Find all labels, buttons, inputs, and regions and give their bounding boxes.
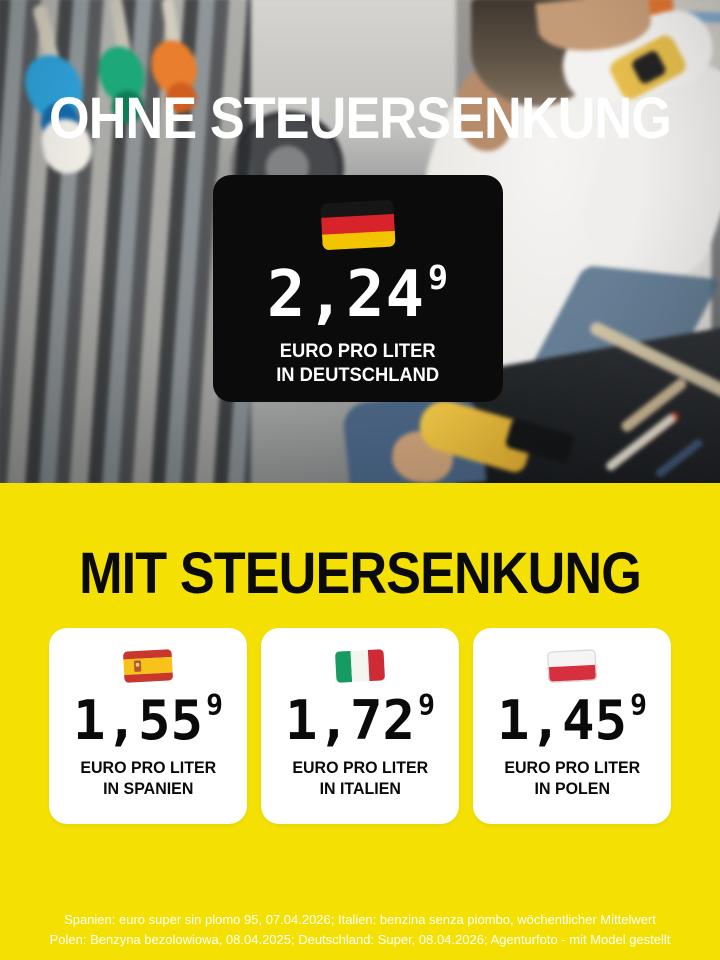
source-footnote: Spanien: euro super sin plomo 95, 07.04.… xyxy=(0,910,720,949)
gas-station-photo xyxy=(0,0,720,483)
label-line1: EURO PRO LITER xyxy=(292,758,428,777)
country-cards-row: 1,55 9 EURO PRO LITER IN SPANIEN xyxy=(48,628,672,824)
price-main: 1,55 xyxy=(73,689,204,752)
italy-price-value: 1,72 9 xyxy=(285,689,435,752)
spain-price-card: 1,55 9 EURO PRO LITER IN SPANIEN xyxy=(49,628,247,824)
tax-cut-section: MIT STEUERSENKUNG xyxy=(0,483,720,960)
label-line1: EURO PRO LITER xyxy=(280,340,436,362)
label-line2: IN ITALIEN xyxy=(319,779,401,799)
germany-price-value: 2,24 9 xyxy=(266,258,450,332)
label-line2: IN POLEN xyxy=(534,779,610,799)
price-main: 1,72 xyxy=(285,689,416,752)
italy-flag-icon xyxy=(334,648,386,684)
top-headline: OHNE STEUERSENKUNG xyxy=(49,86,672,151)
poland-price-unit-label: EURO PRO LITER IN POLEN xyxy=(504,757,640,800)
pump-cap-orange-shape xyxy=(166,82,197,113)
pump-cap-green-shape xyxy=(111,90,144,123)
germany-price-unit-label: EURO PRO LITER IN DEUTSCHLAND xyxy=(277,339,440,388)
poland-price-value: 1,45 9 xyxy=(497,689,647,752)
price-superscript: 9 xyxy=(418,689,435,722)
label-line1: EURO PRO LITER xyxy=(504,758,640,777)
label-line2: IN SPANIEN xyxy=(102,779,194,799)
germany-price-card: 2,24 9 EURO PRO LITER IN DEUTSCHLAND xyxy=(213,175,503,402)
label-line1: EURO PRO LITER xyxy=(80,758,216,777)
bottom-headline: MIT STEUERSENKUNG xyxy=(79,541,642,606)
italy-price-unit-label: EURO PRO LITER IN ITALIEN xyxy=(292,757,428,800)
footnote-line2: Polen: Benzyna bezolowiowa, 08.04.2025; … xyxy=(49,931,671,947)
price-superscript: 9 xyxy=(630,689,647,722)
spain-price-value: 1,55 9 xyxy=(73,689,223,752)
label-line2: IN DEUTSCHLAND xyxy=(276,364,440,387)
spain-flag-icon xyxy=(122,648,174,684)
poland-flag-icon xyxy=(546,648,598,684)
spain-price-unit-label: EURO PRO LITER IN SPANIEN xyxy=(80,757,216,800)
italy-price-card: 1,72 9 EURO PRO LITER IN ITALIEN xyxy=(261,628,459,824)
poland-price-card: 1,45 9 EURO PRO LITER IN POLEN xyxy=(473,628,671,824)
price-superscript: 9 xyxy=(206,689,223,722)
price-main: 2,24 xyxy=(266,258,426,332)
footnote-line1: Spanien: euro super sin plomo 95, 07.04.… xyxy=(64,912,656,927)
price-superscript: 9 xyxy=(428,258,450,297)
price-main: 1,45 xyxy=(497,689,628,752)
germany-flag-icon xyxy=(319,199,397,251)
photo-section: OHNE STEUERSENKUNG 2,24 9 EURO PRO LITER … xyxy=(0,0,720,483)
